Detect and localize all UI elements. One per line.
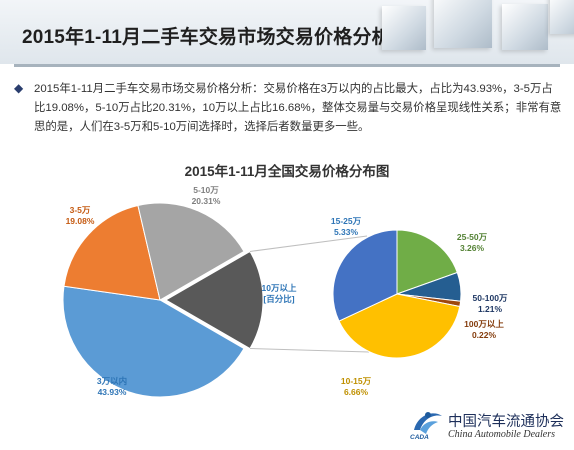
summary-paragraph: ◆ 2015年1-11月二手车交易市场交易价格分析：交易价格在3万以内的占比最大… bbox=[14, 80, 562, 137]
slice-3-5w bbox=[63, 204, 161, 301]
main-value-slice-5-10w: 20.31% bbox=[192, 196, 221, 206]
main-value-slice-under-3w: 43.93% bbox=[98, 387, 127, 397]
summary-text: 2015年1-11月二手车交易市场交易价格分析：交易价格在3万以内的占比最大，占… bbox=[34, 83, 562, 133]
sec-value-slice-15-25w: 5.33% bbox=[334, 227, 359, 237]
main-label-slice-under-3w: 3万以内 bbox=[97, 376, 127, 386]
slice-over-10w bbox=[165, 250, 264, 350]
header-bar: 2015年1-11月二手车交易市场交易价格分析 bbox=[0, 0, 574, 64]
sec-value-slice-10-15w: 6.66% bbox=[344, 387, 369, 397]
logo-name-en: China Automobile Dealers bbox=[448, 429, 556, 440]
sec-label-slice-10-15w: 10-15万 bbox=[341, 376, 372, 386]
header-cubes-decoration bbox=[364, 0, 574, 64]
main-label-slice-5-10w: 5-10万 bbox=[193, 185, 219, 195]
slice-10-15w bbox=[338, 293, 461, 359]
connector-line-top bbox=[249, 235, 368, 252]
main-label-slice-3-5w: 3-5万 bbox=[70, 205, 91, 215]
main-label-slice-over-10w: 10万以上[百分比] bbox=[262, 283, 297, 304]
sec-label-slice-over-100w: 100万以上 bbox=[464, 319, 504, 329]
sec-label-slice-50-100w: 50-100万 bbox=[473, 293, 508, 303]
main-value-slice-3-5w: 19.08% bbox=[66, 216, 95, 226]
diamond-bullet-icon: ◆ bbox=[14, 81, 24, 95]
chart-title: 2015年1-11月全国交易价格分布图 bbox=[184, 164, 390, 179]
slice-under-3w bbox=[62, 285, 245, 398]
slice-15-25w bbox=[332, 229, 398, 322]
sec-label-slice-15-25w: 15-25万 bbox=[331, 216, 362, 226]
cada-emblem-icon bbox=[414, 412, 442, 434]
connector-line-bottom bbox=[249, 348, 370, 353]
association-logo: CADA 中国汽车流通协会 China Automobile Dealers bbox=[408, 408, 568, 446]
slice-5-10w bbox=[137, 202, 245, 301]
page-title: 2015年1-11月二手车交易市场交易价格分析 bbox=[22, 27, 391, 48]
sec-label-slice-25-50w: 25-50万 bbox=[457, 232, 488, 242]
logo-abbreviation: CADA bbox=[410, 434, 429, 441]
slice-25-50w bbox=[396, 229, 458, 295]
logo-name-cn: 中国汽车流通协会 bbox=[448, 414, 564, 430]
sec-value-slice-50-100w: 1.21% bbox=[478, 304, 503, 314]
sec-value-slice-25-50w: 3.26% bbox=[460, 243, 485, 253]
header-divider bbox=[14, 64, 560, 67]
sec-value-slice-over-100w: 0.22% bbox=[472, 330, 497, 340]
